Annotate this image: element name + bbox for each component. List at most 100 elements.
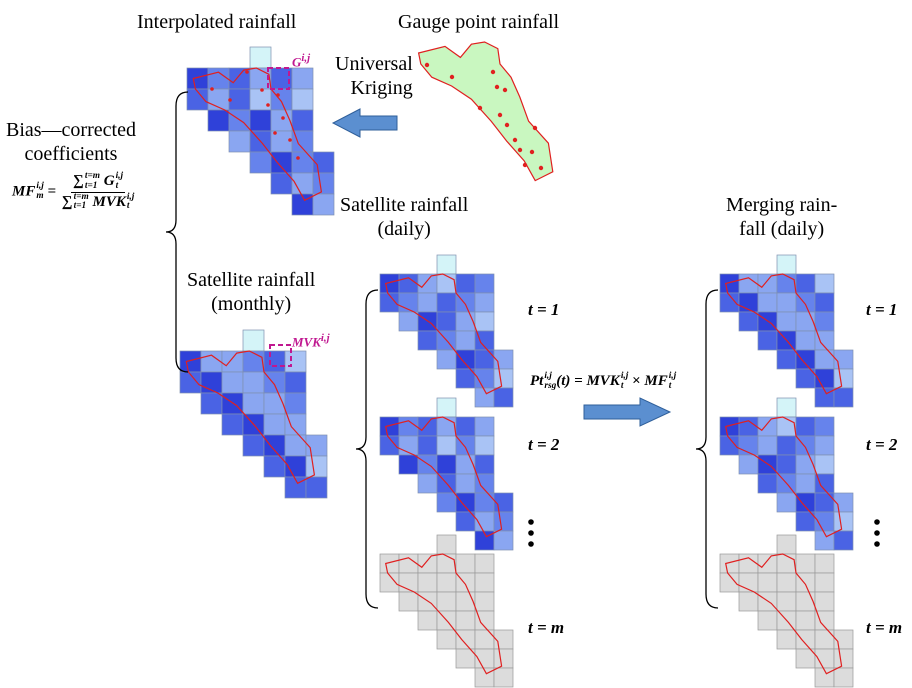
grid-cell xyxy=(757,553,778,574)
text: t=m xyxy=(73,191,89,202)
grid-cell xyxy=(398,454,419,475)
text: MVK xyxy=(586,373,620,390)
grid-cell xyxy=(474,572,495,593)
gauge-dot xyxy=(281,116,285,120)
title: Satellite rainfall (daily) xyxy=(340,193,468,241)
grid-cell xyxy=(455,473,476,494)
grid-cell xyxy=(398,591,419,612)
boundary xyxy=(724,553,843,675)
gauge-dot xyxy=(288,138,292,142)
grid-cell xyxy=(221,350,244,373)
grid-cell xyxy=(436,349,457,370)
text: ∑ xyxy=(61,193,73,210)
grid-cell xyxy=(228,130,251,153)
grid-cell xyxy=(291,109,314,132)
gauge-dot xyxy=(532,125,538,131)
grid-cell xyxy=(795,416,816,437)
title: Satellite rainfall (monthly) xyxy=(187,268,315,316)
text: G xyxy=(103,173,115,190)
grid-cell xyxy=(795,610,816,631)
grid-cell xyxy=(474,292,495,313)
text: (monthly) xyxy=(211,293,292,315)
grid-cell xyxy=(207,109,230,132)
ellipsis-dot xyxy=(874,519,880,525)
grid-cell xyxy=(738,591,759,612)
grid-cell xyxy=(270,109,293,132)
text: G xyxy=(292,54,302,70)
grid-cell xyxy=(474,349,495,370)
grid-cell xyxy=(249,46,272,69)
grid-cell xyxy=(833,648,854,669)
grid-cell xyxy=(436,591,457,612)
grid-cell xyxy=(474,629,495,650)
grid-cell xyxy=(814,591,835,612)
grid-cell xyxy=(398,553,419,574)
grid-cell xyxy=(186,67,209,90)
brace xyxy=(165,91,189,373)
gauge-dot xyxy=(228,98,232,102)
boundary xyxy=(192,67,323,202)
grid-cell xyxy=(284,371,307,394)
grid-cell xyxy=(242,350,265,373)
gauge-dot xyxy=(517,147,523,153)
text: Universal xyxy=(335,53,413,75)
grid-cell xyxy=(814,553,835,574)
grid-cell xyxy=(312,193,335,216)
grid-cell xyxy=(474,435,495,456)
grid-cell xyxy=(776,591,797,612)
arrow xyxy=(331,108,398,138)
grid-cell xyxy=(398,311,419,332)
grid-cell xyxy=(436,534,457,555)
gauge-dot xyxy=(494,84,500,90)
boundary xyxy=(724,273,843,395)
grid-cell xyxy=(291,67,314,90)
gauge-dot xyxy=(504,122,510,128)
text: Satellite rainfall xyxy=(340,194,469,216)
grid-cell xyxy=(284,434,307,457)
grid-cell xyxy=(474,416,495,437)
grid-cell xyxy=(455,610,476,631)
gauge-dot xyxy=(477,105,483,111)
grid-cell xyxy=(312,151,335,174)
text: i,j xyxy=(668,371,677,381)
gauge-dot xyxy=(538,165,544,171)
gauge-dot xyxy=(522,162,528,168)
text: i,j xyxy=(36,181,44,192)
grid-cell xyxy=(833,387,854,408)
grid-cell xyxy=(312,172,335,195)
grid-cell xyxy=(417,416,438,437)
gauge-dot xyxy=(424,62,430,68)
gauge-dot xyxy=(273,131,277,135)
gauge-dot xyxy=(502,87,508,93)
grid-cell xyxy=(776,416,797,437)
text: = xyxy=(47,183,57,200)
brace xyxy=(695,289,719,609)
grid-cell xyxy=(417,330,438,351)
grid-cell xyxy=(738,454,759,475)
grid-cell xyxy=(738,311,759,332)
time-label: t = 1 xyxy=(866,300,898,319)
text: Kriging xyxy=(350,77,413,99)
grid-cell xyxy=(757,273,778,294)
grid-cell xyxy=(738,416,759,437)
time-label: t = 1 xyxy=(528,300,560,319)
grid-cell xyxy=(436,254,457,275)
gauge-dot xyxy=(296,156,300,160)
text: t xyxy=(668,380,672,391)
grid-cell xyxy=(305,434,328,457)
grid-cell xyxy=(795,273,816,294)
grid-cell xyxy=(757,330,778,351)
grid-cell xyxy=(417,610,438,631)
grid-cell xyxy=(776,349,797,370)
text: Bias—corrected xyxy=(6,119,136,141)
grid-cell xyxy=(814,572,835,593)
grid-cell xyxy=(776,254,797,275)
grid-cell xyxy=(776,492,797,513)
grid-cell xyxy=(417,435,438,456)
ellipsis-dot xyxy=(528,519,534,525)
grid-cell xyxy=(207,67,230,90)
grid-cell xyxy=(436,273,457,294)
grid-cell xyxy=(263,392,286,415)
grid-cell xyxy=(795,629,816,650)
gauge-dot xyxy=(497,112,503,118)
